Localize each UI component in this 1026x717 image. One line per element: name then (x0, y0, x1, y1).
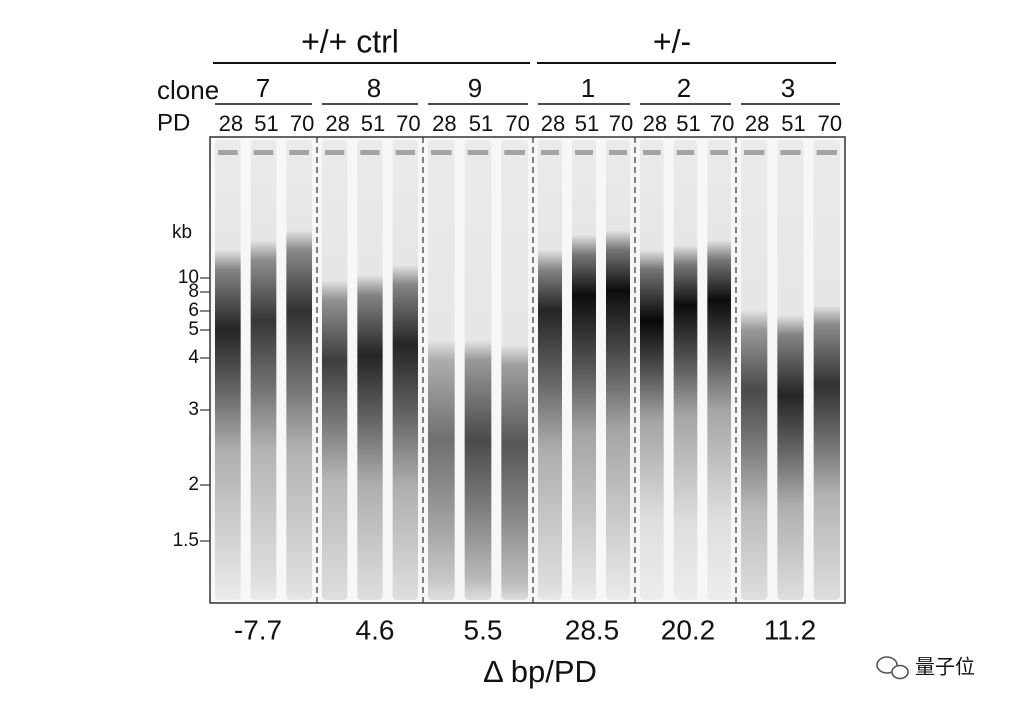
clone-number: 3 (781, 73, 795, 103)
lane-smear (250, 140, 277, 600)
well-band (253, 150, 274, 155)
well-band (710, 150, 728, 155)
well-band (395, 150, 415, 155)
x-label: Δ bp/PD (483, 654, 597, 689)
clone-number: 7 (256, 73, 270, 103)
group-label: +/- (653, 23, 691, 59)
lane-label: 70 (609, 111, 633, 136)
clone-number: 1 (581, 73, 595, 103)
clone-number: 9 (468, 73, 482, 103)
watermark-icon (876, 656, 909, 680)
lane-smear (428, 140, 455, 600)
clone-label: clone (157, 75, 219, 105)
well-band (218, 150, 238, 155)
marker-label: 8 (188, 281, 199, 302)
well-band (541, 150, 559, 155)
lane-label: 70 (818, 111, 842, 136)
lane-label: 28 (325, 111, 349, 136)
well-band (609, 150, 627, 155)
lane-label: 51 (254, 111, 278, 136)
marker-label: 10 (178, 267, 199, 288)
well-band (643, 150, 661, 155)
lane-smear (640, 140, 664, 600)
well-band (780, 150, 801, 155)
marker-label: 6 (188, 300, 199, 321)
lane-smear (572, 140, 596, 600)
delta-value: 20.2 (661, 614, 716, 645)
lane-label: 28 (643, 111, 667, 136)
marker-unit: kb (172, 222, 192, 243)
lane-label: 51 (469, 111, 493, 136)
lane-smear (286, 140, 312, 600)
lane-smear (215, 140, 241, 600)
lane-smear (707, 140, 731, 600)
delta-value: 28.5 (565, 614, 620, 645)
marker-label: 3 (188, 399, 199, 420)
marker-label: 2 (188, 474, 199, 495)
marker-label: 1.5 (173, 530, 199, 551)
well-band (744, 150, 765, 155)
gel-frame (209, 136, 846, 604)
well-band (504, 150, 525, 155)
lane-smear (392, 140, 418, 600)
lane-smear (501, 140, 528, 600)
well-band (816, 150, 837, 155)
clone-number: 8 (367, 73, 381, 103)
well-band (575, 150, 593, 155)
lane-smear (741, 140, 768, 600)
lane-label: 51 (361, 111, 385, 136)
lane-smear (813, 140, 840, 600)
watermark: 量子位 (915, 655, 975, 678)
lane-label: 28 (219, 111, 243, 136)
well-band (431, 150, 452, 155)
lane-label: 28 (541, 111, 565, 136)
lane-smear (464, 140, 492, 600)
lane-label: 70 (396, 111, 420, 136)
well-band (325, 150, 345, 155)
lane-smear (606, 140, 630, 600)
delta-value: 11.2 (764, 614, 816, 645)
lane-label: 51 (575, 111, 599, 136)
well-band (289, 150, 309, 155)
clone-number: 2 (677, 73, 691, 103)
lane-smear (322, 140, 348, 600)
lane-label: 28 (745, 111, 769, 136)
marker-label: 4 (188, 347, 199, 368)
pd-label: PD (157, 109, 190, 136)
delta-value: 4.6 (356, 614, 395, 645)
lane-smear (357, 140, 383, 600)
lane-label: 70 (710, 111, 734, 136)
well-band (467, 150, 489, 155)
delta-value: -7.7 (234, 614, 282, 645)
group-label: +/+ ctrl (301, 23, 399, 59)
lane-label: 70 (290, 111, 314, 136)
lane-label: 51 (781, 111, 805, 136)
well-band (676, 150, 695, 155)
delta-value: 5.5 (464, 614, 503, 645)
well-band (360, 150, 380, 155)
marker-label: 5 (188, 319, 199, 340)
lane-label: 51 (676, 111, 700, 136)
lane-label: 70 (505, 111, 529, 136)
lane-smear (538, 140, 562, 600)
gel (210, 137, 845, 603)
lane-label: 28 (432, 111, 456, 136)
lane-smear (777, 140, 804, 600)
lane-smear (673, 140, 698, 600)
